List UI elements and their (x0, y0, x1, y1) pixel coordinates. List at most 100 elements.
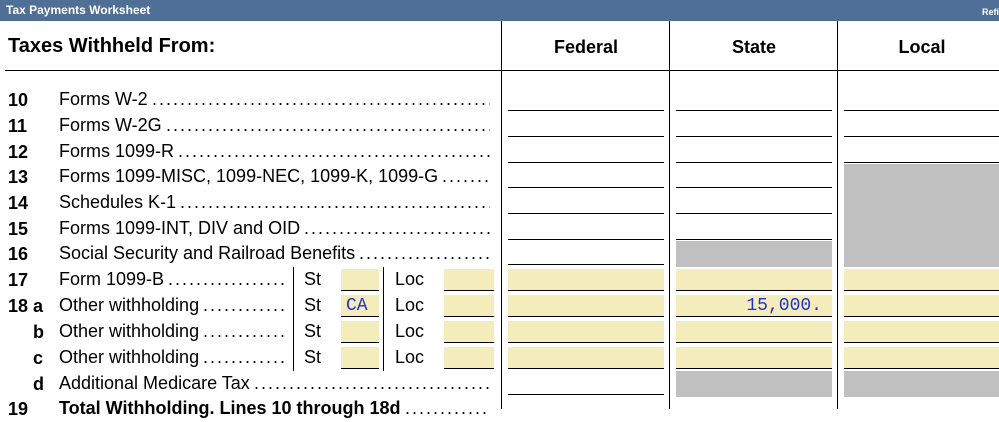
federal-amount-field[interactable] (508, 141, 664, 163)
line-number: d (33, 374, 44, 394)
state-amount-field[interactable] (676, 115, 832, 137)
state-code-label: St (304, 269, 322, 289)
locality-label: Loc (395, 269, 425, 289)
leader-dots: ........................................… (203, 321, 288, 341)
leader-dots: ........................................… (152, 89, 490, 109)
locality-field[interactable] (444, 269, 494, 291)
line-label: Forms 1099-R (59, 141, 175, 161)
line-label: Social Security and Railroad Benefits (59, 243, 356, 263)
state-amount-field[interactable] (676, 347, 832, 369)
state-code-value: CA (346, 296, 368, 316)
field-separator (383, 267, 384, 293)
federal-amount-field[interactable] (508, 115, 664, 137)
state-code-field[interactable] (341, 269, 379, 291)
line-number: 11 (8, 116, 28, 136)
local-amount-field[interactable] (844, 295, 999, 317)
line-number: 15 (8, 219, 29, 239)
worksheet-row: 15 Forms 1099-INT, DIV and OID...........… (0, 216, 999, 242)
worksheet-row: b Other withholding......................… (0, 319, 999, 345)
federal-amount-field[interactable] (508, 321, 664, 343)
worksheet-row: 18 a Other withholding...................… (0, 293, 999, 319)
line-label: Forms W-2 (59, 89, 148, 109)
state-amount-field (676, 241, 832, 267)
state-amount-field[interactable]: 15,000. (676, 295, 832, 317)
local-amount-field (844, 241, 999, 267)
state-code-label: St (304, 347, 322, 367)
locality-label: Loc (395, 295, 425, 315)
local-amount-field[interactable] (844, 141, 999, 163)
state-code-field[interactable]: CA (341, 295, 379, 317)
state-amount-field[interactable] (676, 166, 832, 188)
federal-amount-field[interactable] (508, 243, 664, 265)
field-separator (383, 293, 384, 319)
refresh-link[interactable]: Refi (981, 7, 999, 17)
field-separator (293, 267, 294, 293)
state-amount-field[interactable] (676, 269, 832, 291)
local-amount-field[interactable] (844, 89, 999, 111)
federal-amount-field[interactable] (508, 166, 664, 188)
header-divider (5, 70, 999, 71)
worksheet-row: 17 Form 1099-B...........................… (0, 267, 999, 293)
state-amount-value: 15,000. (746, 296, 822, 316)
section-title: Taxes Withheld From: (8, 35, 216, 57)
line-number: 18 a (8, 296, 44, 316)
state-code-field[interactable] (341, 347, 379, 369)
state-code-label: St (304, 321, 322, 341)
local-amount-field (844, 164, 999, 190)
state-amount-field[interactable] (676, 321, 832, 343)
local-amount-field[interactable] (844, 347, 999, 369)
state-amount-field[interactable] (676, 192, 832, 214)
local-amount-field[interactable] (844, 269, 999, 291)
line-number: 13 (8, 167, 29, 187)
state-amount-field[interactable] (676, 141, 832, 163)
leader-dots: ........................................… (168, 269, 288, 289)
state-amount-field[interactable] (676, 89, 832, 111)
field-separator (383, 345, 384, 371)
state-amount-field (676, 371, 832, 397)
worksheet-row: 10 Forms W-2.............................… (0, 87, 999, 113)
state-code-field[interactable] (341, 321, 379, 343)
leader-dots: ........................................… (203, 347, 288, 367)
state-amount-field[interactable] (676, 218, 832, 240)
line-number: 14 (8, 193, 29, 213)
locality-field[interactable] (444, 347, 494, 369)
line-label: Schedules K-1 (59, 192, 177, 212)
line-label: Forms 1099-MISC, 1099-NEC, 1099-K, 1099-… (59, 166, 439, 186)
federal-amount-field[interactable] (508, 347, 664, 369)
federal-amount-field[interactable] (508, 218, 664, 240)
leader-dots: ........................................… (203, 295, 288, 315)
line-number: b (33, 322, 44, 342)
locality-label: Loc (395, 347, 425, 367)
federal-amount-field[interactable] (508, 269, 664, 291)
federal-amount-field[interactable] (508, 192, 664, 214)
locality-field[interactable] (444, 321, 494, 343)
federal-amount-field[interactable] (508, 89, 664, 111)
worksheet-row: c Other withholding......................… (0, 345, 999, 371)
locality-label: Loc (395, 321, 425, 341)
line-label: Other withholding (59, 295, 200, 315)
leader-dots: ........................................… (180, 192, 490, 212)
column-header-local: Local (898, 37, 946, 57)
federal-amount-field[interactable] (508, 373, 664, 395)
worksheet-row: 19 Total Withholding. Lines 10 through 18… (0, 396, 999, 422)
locality-field[interactable] (444, 295, 494, 317)
federal-amount-field[interactable] (508, 295, 664, 317)
line-label: Forms W-2G (59, 115, 162, 135)
worksheet-row: d Additional Medicare Tax................… (0, 371, 999, 397)
worksheet-row: 13 Forms 1099-MISC, 1099-NEC, 1099-K, 109… (0, 164, 999, 190)
local-amount-field[interactable] (844, 115, 999, 137)
state-code-label: St (304, 295, 322, 315)
column-header-state: State (731, 37, 776, 57)
leader-dots: ........................................… (178, 141, 490, 161)
window-title: Tax Payments Worksheet (6, 3, 151, 17)
worksheet-row: 16 Social Security and Railroad Benefits.… (0, 241, 999, 267)
worksheet-row: 12 Forms 1099-R..........................… (0, 139, 999, 165)
line-label: Forms 1099-INT, DIV and OID (59, 218, 301, 238)
column-divider (837, 21, 838, 409)
leader-dots: ........................................… (304, 218, 490, 238)
field-separator (383, 319, 384, 345)
local-amount-field (844, 190, 999, 216)
line-label: Other withholding (59, 347, 200, 367)
local-amount-field[interactable] (844, 321, 999, 343)
column-header-federal: Federal (553, 37, 619, 57)
